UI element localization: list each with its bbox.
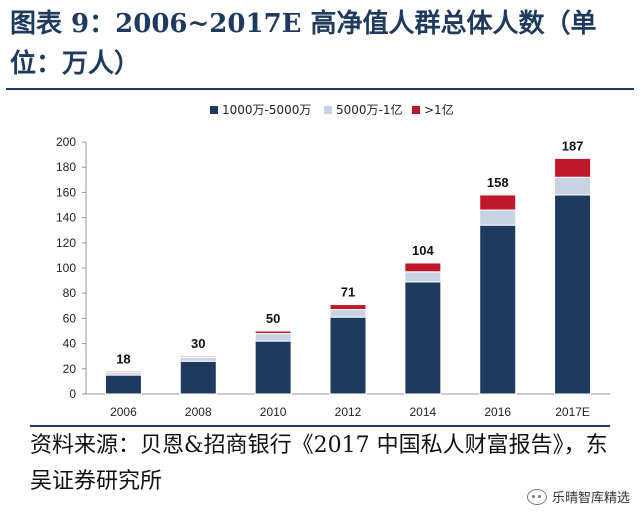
bar-segment-1: [479, 209, 517, 226]
bar-total-label: 18: [116, 351, 130, 366]
legend-swatch: [210, 106, 218, 114]
y-tick-label: 60: [63, 311, 77, 325]
y-tick-label: 180: [56, 160, 76, 174]
y-tick-label: 100: [56, 261, 76, 275]
x-tick-label: 2006: [110, 405, 137, 419]
x-tick-label: 2008: [185, 405, 212, 419]
watermark-text: 乐晴智库精选: [551, 491, 630, 506]
x-tick-label: 2012: [335, 405, 362, 419]
x-tick-label: 2014: [410, 405, 437, 419]
legend-label: 1000万-5000万: [222, 103, 311, 117]
bar-segment-0: [329, 316, 367, 395]
legend-swatch: [412, 106, 420, 114]
legend-label: 5000万-1亿: [336, 102, 403, 117]
bar-segment-1: [254, 333, 292, 342]
source-note: 资料来源：贝恩&招商银行《2017 中国私人财富报告》，东吴证券研究所: [30, 433, 608, 494]
y-tick-label: 160: [56, 185, 76, 199]
y-tick-label: 40: [63, 337, 77, 351]
bar-total-label: 158: [487, 175, 509, 190]
bar-total-label: 71: [341, 285, 355, 300]
bar-segment-1: [179, 356, 217, 362]
bar-segment-2: [479, 194, 517, 211]
bar-segment-0: [254, 340, 292, 395]
bar-segment-0: [179, 360, 217, 395]
bar-segment-2: [104, 370, 142, 374]
bar-segment-2: [254, 330, 292, 335]
y-tick-label: 140: [56, 211, 76, 225]
bar-segment-2: [404, 262, 442, 273]
bar-segment-1: [554, 176, 592, 196]
x-tick-label: 2017E: [555, 405, 590, 419]
y-tick-label: 20: [63, 362, 77, 376]
watermark: 乐晴智库精选: [526, 487, 630, 506]
bar-segment-0: [404, 281, 442, 395]
bar-segment-1: [329, 309, 367, 318]
bar-segment-1: [404, 271, 442, 283]
bar-segment-0: [104, 374, 142, 395]
stacked-bar-chart: 0 20 40 60 80 100 120 140 160 180 200 18 2006 30 2008 5…: [56, 102, 610, 419]
source-divider: [30, 425, 610, 427]
x-tick-label: 2010: [260, 405, 287, 419]
bar-total-label: 187: [562, 138, 584, 153]
legend-label: >1亿: [424, 102, 454, 117]
bar-segment-2: [329, 304, 367, 311]
legend-swatch: [324, 106, 332, 114]
bar-segment-2: [554, 157, 592, 178]
chart-title: 图表 9：2006~2017E 高净值人群总体人数（单位：万人）: [10, 9, 597, 79]
bar-segment-2: [179, 355, 217, 358]
y-tick-label: 0: [69, 387, 76, 401]
bar-segment-0: [554, 194, 592, 395]
y-tick-label: 80: [63, 286, 77, 300]
bar-total-label: 104: [412, 243, 434, 258]
bar-total-label: 50: [266, 311, 280, 326]
bar-segment-0: [479, 224, 517, 395]
x-tick-label: 2016: [484, 405, 511, 419]
wechat-icon: [526, 488, 547, 505]
bar-total-label: 30: [191, 336, 205, 351]
y-tick-label: 200: [56, 135, 76, 149]
y-tick-label: 120: [56, 236, 76, 250]
title-divider: [6, 88, 634, 90]
